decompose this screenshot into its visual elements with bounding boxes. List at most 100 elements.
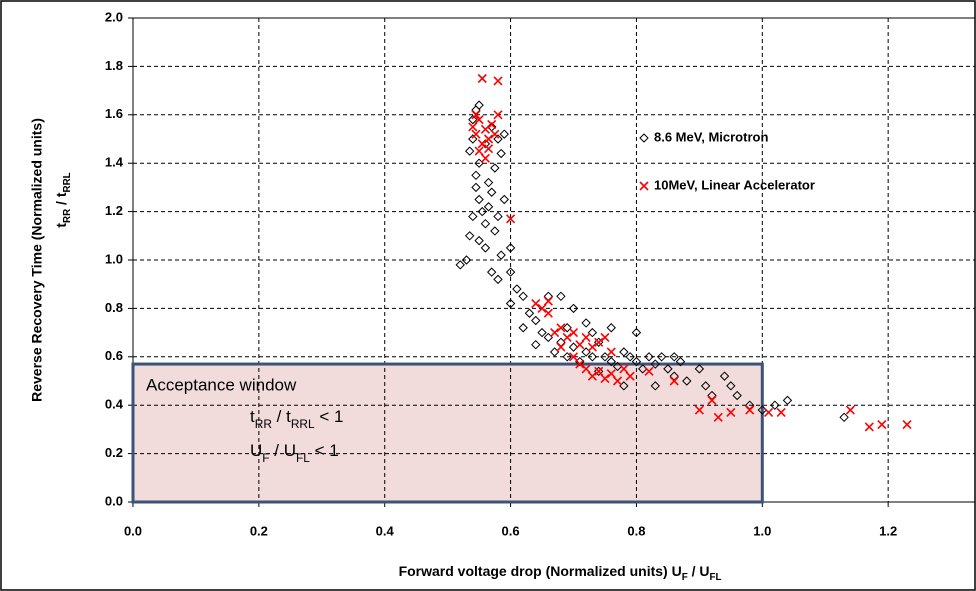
y-tick-label: 1.4 (105, 155, 124, 170)
point (468, 134, 478, 144)
subscript: F (262, 451, 269, 465)
point (506, 214, 516, 224)
point (568, 342, 579, 352)
legend-label: 8.6 MeV, Microtron (654, 129, 768, 144)
point (486, 187, 497, 197)
window-condition: tRR / tRRL < 1 (250, 408, 343, 432)
x-tick-label: 0.4 (376, 523, 395, 538)
text-part: / t (272, 408, 291, 427)
point (477, 206, 487, 217)
point (524, 308, 535, 318)
legend-marker (639, 181, 649, 191)
point (776, 407, 786, 418)
point (556, 342, 566, 352)
point (902, 419, 912, 430)
point (550, 328, 560, 338)
x-tick-label: 0.8 (627, 523, 645, 538)
point (625, 352, 635, 362)
point (587, 342, 597, 352)
subscript: RR (62, 209, 73, 223)
point (543, 308, 553, 318)
point (543, 296, 553, 306)
point (493, 76, 503, 86)
point (483, 177, 494, 188)
legend-label: 10MeV, Linear Accelerator (654, 177, 815, 192)
point (493, 211, 503, 222)
point (537, 327, 547, 338)
point (464, 146, 475, 156)
point (713, 412, 723, 422)
point (474, 146, 484, 156)
point (483, 134, 494, 144)
point (839, 412, 849, 423)
point (745, 405, 755, 415)
point (845, 405, 855, 415)
y-tick-label: 0.0 (105, 493, 123, 508)
point (518, 323, 528, 333)
point (477, 73, 487, 84)
point (474, 194, 484, 205)
subscript: RRL (62, 172, 73, 192)
x-tick-label: 0.2 (250, 523, 268, 538)
point (556, 291, 566, 302)
point (496, 148, 506, 159)
point (468, 211, 478, 222)
text-part: Forward voltage drop (Normalized units) … (399, 563, 682, 579)
point (474, 100, 484, 110)
point (663, 364, 673, 374)
point (770, 400, 780, 410)
x-tick-label: 0.0 (124, 523, 142, 538)
window-condition: UF / UFL < 1 (250, 442, 339, 466)
y-axis-title-2: tRR / tRRL (53, 172, 73, 227)
point (606, 369, 616, 379)
point (512, 284, 522, 294)
text-part: < 1 (310, 442, 339, 461)
window-title: Acceptance window (146, 376, 297, 395)
point (644, 352, 654, 362)
point (480, 153, 490, 163)
point (471, 129, 481, 139)
x-tick-label: 1.0 (753, 523, 771, 538)
y-tick-label: 1.6 (105, 106, 123, 121)
point (483, 202, 494, 212)
point (493, 274, 503, 285)
point (719, 371, 730, 381)
point (606, 347, 616, 357)
point (650, 359, 661, 369)
point (468, 122, 478, 132)
point (782, 395, 793, 406)
y-tick-label: 1.8 (105, 58, 123, 73)
subscript: FL (296, 451, 310, 465)
point (694, 364, 705, 374)
point (575, 340, 585, 350)
text-part: / U (270, 442, 296, 461)
point (493, 134, 503, 144)
point (531, 315, 541, 326)
point (726, 381, 736, 391)
y-tick-label: 0.2 (105, 445, 123, 460)
point (531, 298, 541, 309)
point (461, 255, 472, 265)
point (487, 119, 497, 130)
text-part: / t (53, 192, 69, 209)
point (575, 359, 585, 369)
y-tick-label: 0.4 (105, 397, 124, 412)
point (568, 352, 579, 362)
point (471, 110, 481, 120)
point (490, 163, 500, 173)
point (493, 110, 503, 120)
point (631, 356, 642, 367)
text-part: U (250, 442, 262, 461)
point (594, 366, 604, 376)
point (490, 226, 500, 236)
point (562, 323, 572, 333)
y-tick-label: 2.0 (105, 9, 123, 24)
point (877, 419, 887, 430)
y-tick-label: 0.6 (105, 348, 123, 363)
point (587, 371, 597, 381)
point (656, 352, 667, 362)
point (587, 327, 598, 338)
point (669, 376, 679, 386)
point (606, 356, 616, 367)
y-axis-title: Reverse Recovery Time (Normalized units) (29, 118, 45, 402)
